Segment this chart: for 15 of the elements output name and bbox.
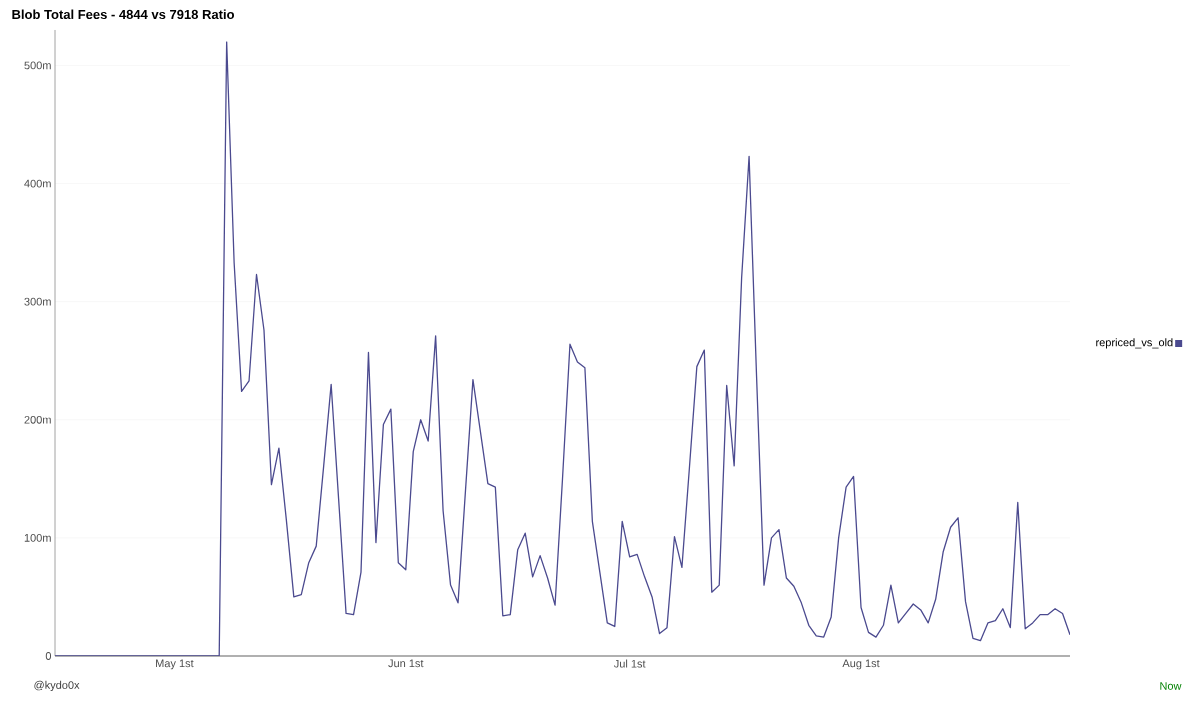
y-tick-label: 100m xyxy=(24,533,51,542)
y-tick-label: 500m xyxy=(24,61,51,70)
text: @kydo0x xyxy=(34,680,80,692)
chart-title: Blob Total Fees - 4844 vs 7918 Ratio xyxy=(12,9,235,20)
x-tick-label: May 1st xyxy=(156,659,194,670)
x-tick-label: Aug 1st xyxy=(842,659,880,670)
y-tick-label: 200m xyxy=(24,415,51,424)
y-tick-label: 300m xyxy=(24,297,51,306)
x-tick-label: Jul 1st xyxy=(613,659,646,668)
y-tick-label: 0 xyxy=(45,652,52,660)
y-tick-label: 400m xyxy=(24,179,51,188)
legend-label: repriced_vs_old xyxy=(1096,338,1173,349)
text: Now xyxy=(1160,682,1182,690)
line-series xyxy=(55,41,1071,656)
x-tick-label: Jun 1st xyxy=(388,659,424,668)
